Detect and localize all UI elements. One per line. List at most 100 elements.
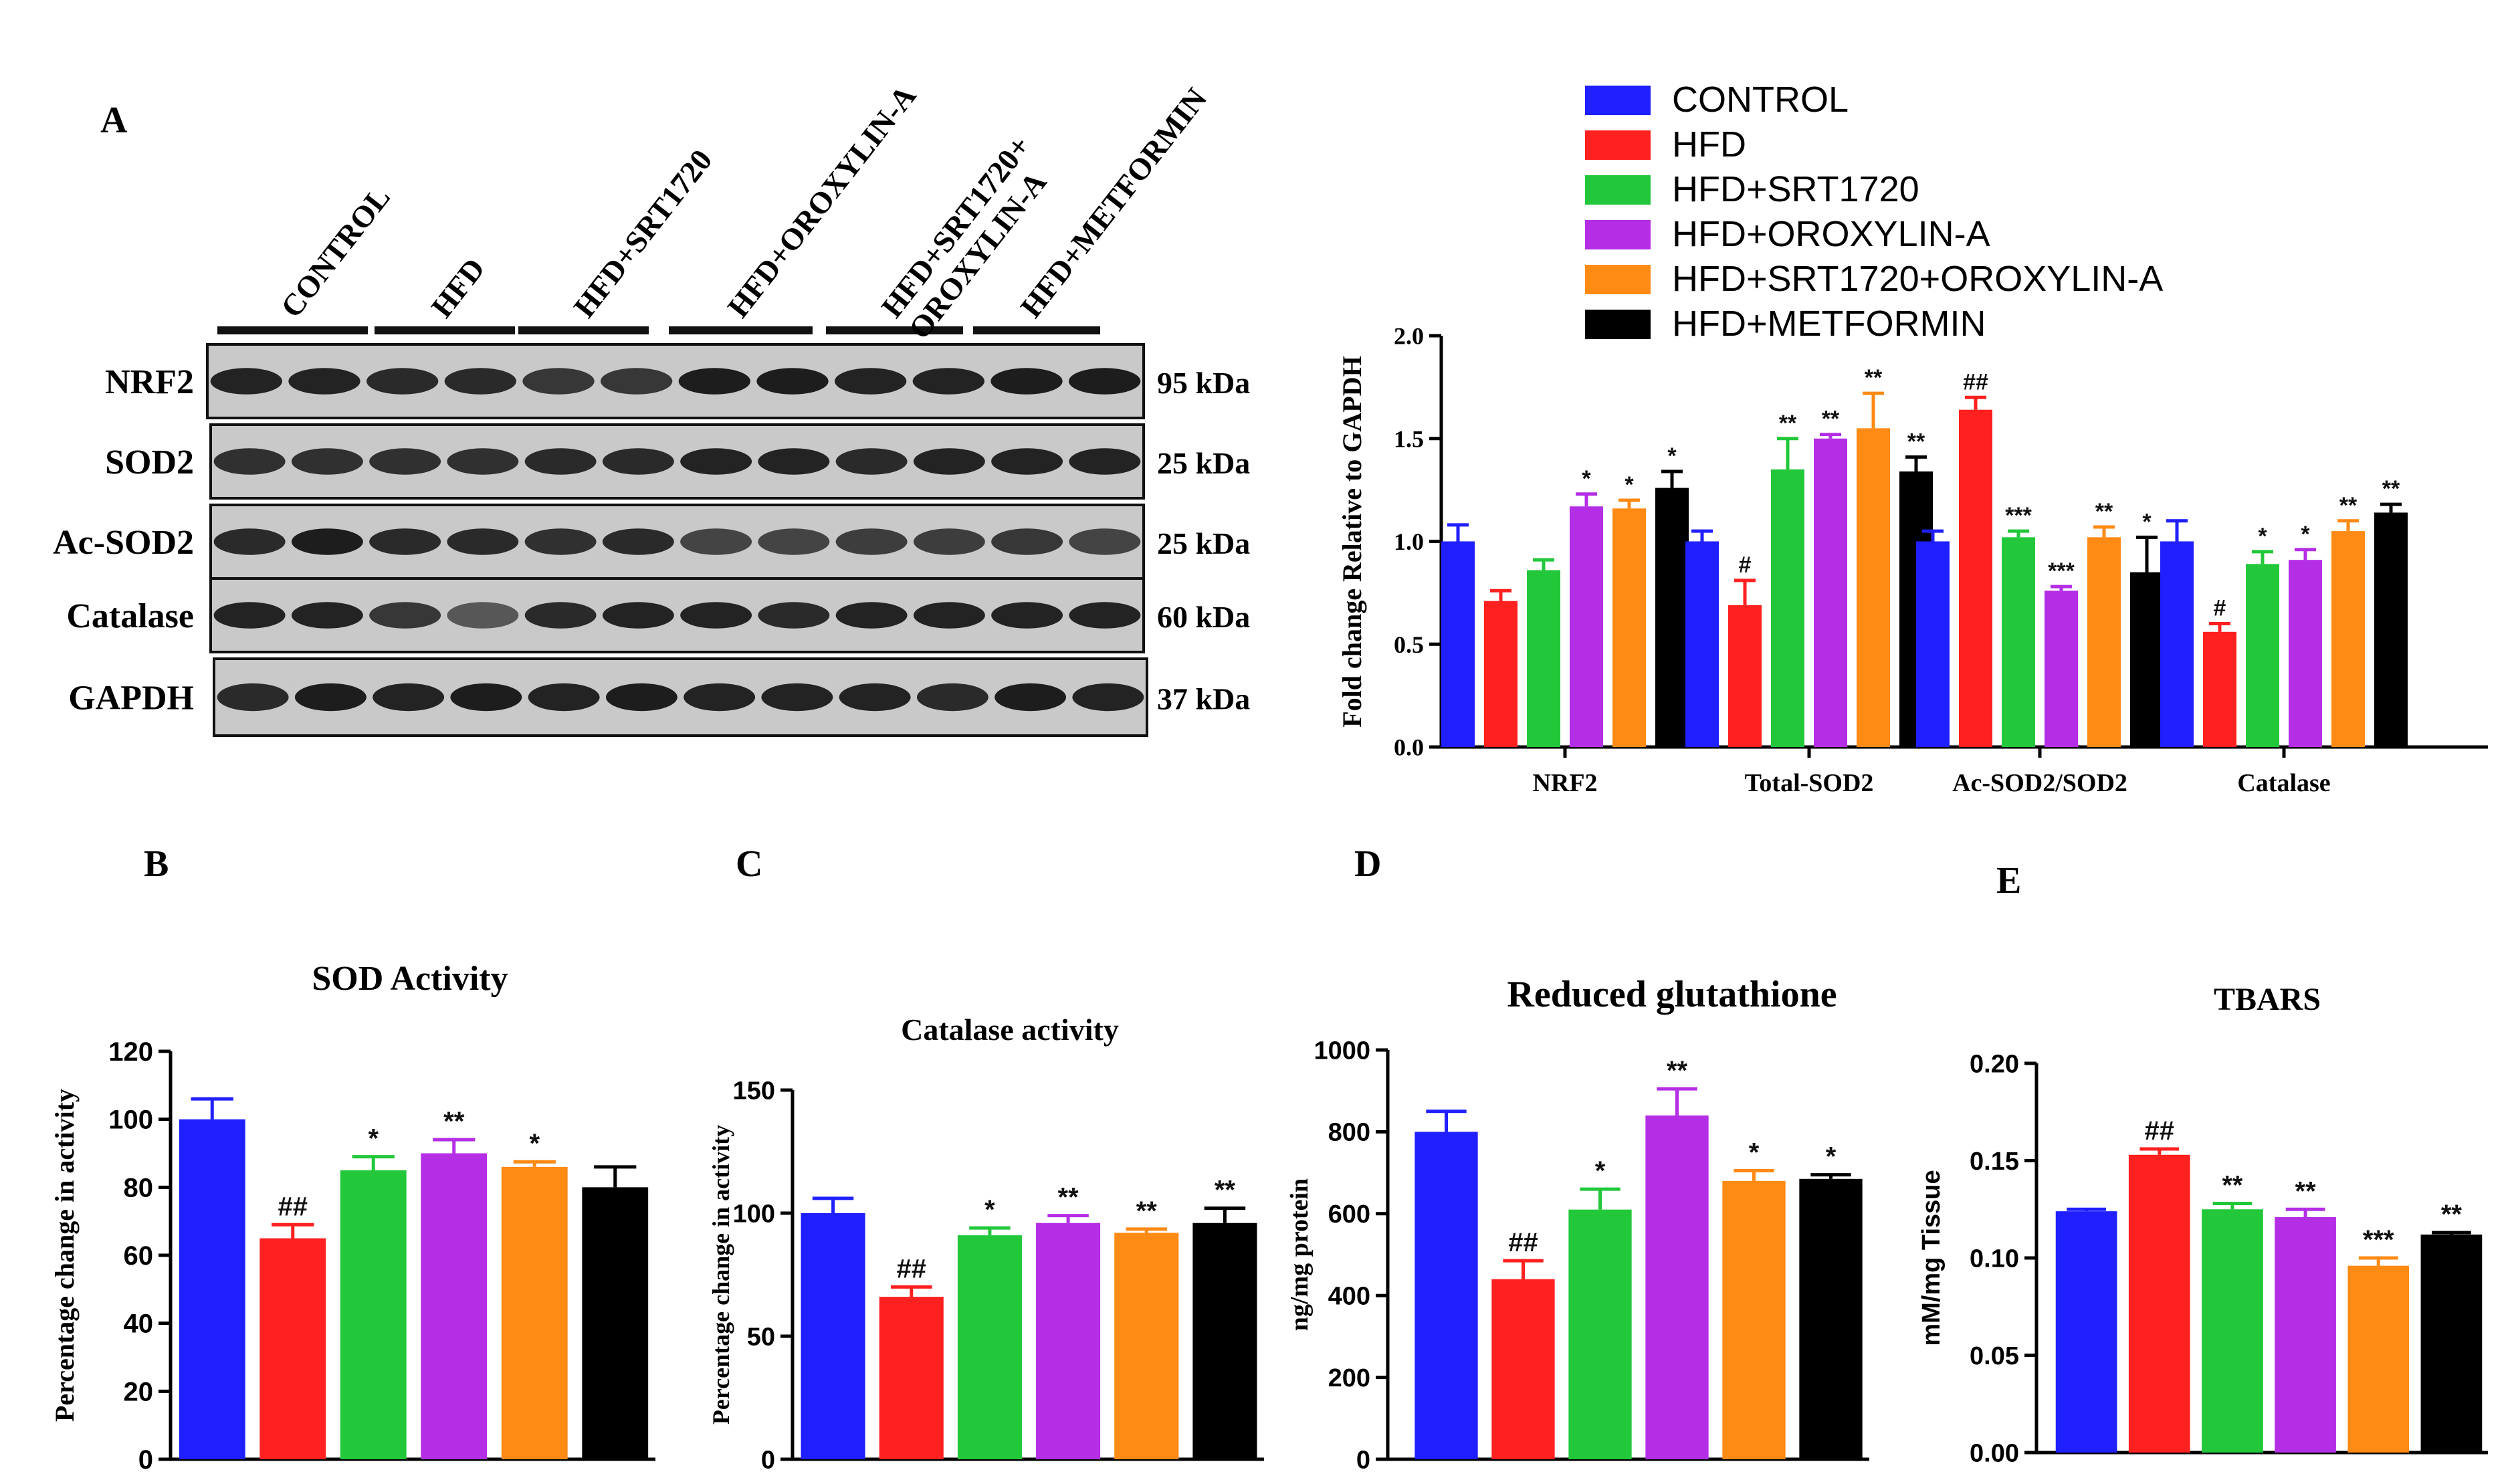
bar-hfd+srt1720+oroxylin-a [1722,1180,1786,1459]
y-tick-label: 20 [124,1377,154,1406]
significance-label: ** [2222,1171,2243,1200]
x-tick-label: NRF2 [1532,769,1597,797]
legend-swatch [1585,310,1651,339]
bar-hfd+oroxylin-a [2275,1216,2336,1453]
y-tick-label: 0.5 [1394,631,1424,658]
panel-label-E: E [1996,860,2021,902]
y-tick-label: 0 [761,1446,775,1474]
y-tick-label: 60 [124,1241,154,1271]
blot-band [758,448,830,475]
y-tick-label: 200 [1328,1364,1370,1392]
bar-control [1415,1132,1478,1459]
bar-control [801,1213,865,1459]
y-tick-label: 0.0 [1394,734,1424,761]
x-tick-label: Total-SOD2 [1745,769,1874,797]
blot-band [912,368,985,395]
significance-label: ** [1058,1183,1079,1212]
significance-label: ** [1667,1056,1688,1085]
blot-band [450,683,522,712]
panel-label-C: C [736,843,762,885]
significance-label: * [529,1129,540,1158]
bar-hfd+oroxylin-a [421,1153,488,1459]
bar-hfd+oroxylin-a [1570,506,1603,747]
blot-band [373,683,445,712]
significance-label: *** [2048,558,2075,584]
blot-size-label: 25 kDa [1157,446,1250,480]
significance-label: ** [1215,1176,1236,1205]
lane-group-bar [217,326,368,334]
y-tick-label: 100 [108,1105,153,1135]
blot-strip [209,504,1145,580]
blot-band [444,368,516,395]
y-tick-label: 100 [733,1200,775,1228]
legend-label: HFD+SRT1720+OROXYLIN-A [1672,259,2163,299]
legend-swatch [1585,130,1651,160]
bar-hfd+srt1720+oroxylin-a [1612,508,1646,747]
significance-label: ** [1822,407,1840,432]
blot-band [990,368,1063,395]
blot-strip [209,577,1145,653]
blot-band [995,683,1067,712]
blot-band [835,602,908,629]
blot-band [369,602,441,629]
blot-band [913,528,985,555]
significance-label: ** [1136,1196,1158,1226]
blot-band [369,528,441,555]
blot-band [291,448,363,475]
blot-band [291,602,363,629]
significance-label: ** [1907,429,1925,454]
blot-band [447,602,519,629]
significance-label: * [984,1195,995,1225]
bar-hfd+srt1720+oroxylin-a [2331,531,2365,747]
chart-title: TBARS [2214,982,2321,1017]
significance-label: * [1582,466,1591,492]
bar-control [1685,541,1719,747]
y-tick-label: 50 [747,1323,775,1351]
blot-strip [213,657,1148,737]
y-tick-label: 800 [1328,1119,1370,1147]
bar-hfd+srt1720 [1568,1209,1632,1459]
blot-band [369,448,441,475]
blot-band [217,683,289,712]
bar-hfd [879,1297,944,1459]
blot-protein-label: SOD2 [105,443,194,482]
blot-band [367,368,439,395]
bar-hfd+srt1720 [340,1170,407,1459]
significance-label: ## [897,1254,927,1283]
y-tick-label: 120 [108,1037,153,1067]
bar-hfd [1728,605,1762,747]
y-tick-label: 1.0 [1394,528,1424,555]
blot-band [213,602,286,629]
y-tick-label: 1000 [1314,1037,1370,1065]
significance-label: * [1595,1156,1606,1186]
blot-band [761,683,833,712]
blot-band [680,528,752,555]
blot-band [602,448,674,475]
bar-hfd+oroxylin-a [1036,1223,1101,1459]
bar-hfd+srt1720 [2202,1209,2263,1453]
significance-label: * [2142,509,2152,534]
bar-hfd+srt1720 [957,1235,1022,1459]
legend-swatch [1585,265,1651,294]
blot-band [210,368,283,395]
x-tick-label: Catalase [2237,769,2330,797]
blot-band [522,368,595,395]
bar-hfd+oroxylin-a [2045,591,2078,747]
significance-label: * [1826,1142,1837,1172]
panel-label-B: B [144,843,169,885]
y-axis-label: Percentage change in activity [49,1089,80,1422]
blot-band [1069,448,1141,475]
chart-title: Reduced glutathione [1507,974,1837,1015]
blot-band [1069,368,1141,395]
blot-band [913,602,985,629]
significance-label: * [2301,522,2310,547]
legend-swatch [1585,86,1651,115]
blot-band [684,683,756,712]
bar-hfd+srt1720+oroxylin-a [1857,428,1890,747]
blot-band [524,448,597,475]
blot-size-label: 25 kDa [1157,526,1250,560]
bar-hfd+srt1720+oroxylin-a [2087,537,2121,747]
significance-label: * [1749,1138,1760,1168]
bar-hfd+srt1720 [1527,570,1560,747]
